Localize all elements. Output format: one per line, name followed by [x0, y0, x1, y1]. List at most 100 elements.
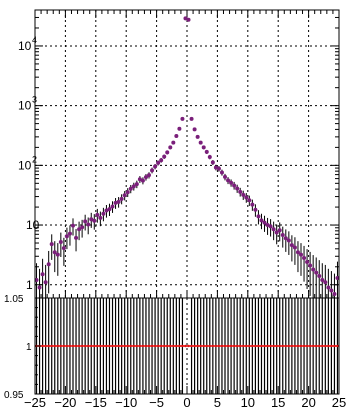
- data-point: [34, 278, 39, 283]
- ratio-point: [50, 344, 53, 348]
- data-point: [207, 154, 212, 159]
- data-point: [268, 224, 273, 229]
- ratio-point: [290, 344, 294, 348]
- ratio-point: [123, 344, 126, 348]
- data-point: [302, 256, 307, 261]
- ratio-point: [102, 344, 105, 348]
- ratio-plot-panel: 0.95 1 1.05 −25 −20 −15 −10 −5 0 5 10 15 20 25: [4, 294, 346, 410]
- data-point: [265, 223, 270, 228]
- ratio-y-tick-label: 1: [26, 342, 32, 353]
- data-point: [262, 220, 267, 225]
- data-point: [305, 260, 310, 265]
- data-point: [74, 235, 79, 240]
- ratio-point: [126, 344, 129, 348]
- ratio-point: [153, 344, 157, 348]
- data-point: [332, 292, 337, 297]
- data-point: [180, 116, 185, 121]
- data-point: [299, 252, 303, 257]
- data-point: [229, 180, 234, 185]
- data-point: [183, 16, 188, 21]
- ratio-point: [181, 344, 184, 348]
- data-point: [110, 204, 115, 209]
- ratio-point: [327, 344, 330, 348]
- ratio-point: [108, 344, 111, 348]
- ratio-point: [90, 344, 93, 348]
- ratio-point: [275, 344, 278, 348]
- ratio-point: [202, 344, 205, 348]
- ratio-point: [68, 344, 72, 348]
- ratio-point: [184, 344, 187, 348]
- data-point: [58, 240, 63, 245]
- ratio-point: [47, 344, 50, 348]
- data-point: [104, 208, 109, 213]
- ratio-point: [190, 344, 193, 348]
- ratio-point: [305, 344, 309, 348]
- ratio-point: [138, 344, 142, 348]
- data-point: [137, 177, 142, 182]
- ratio-point: [296, 344, 300, 348]
- data-point: [326, 285, 331, 290]
- data-point: [98, 215, 103, 220]
- main-y-tick-label: 10: [18, 99, 32, 113]
- ratio-point: [302, 344, 306, 348]
- ratio-point: [129, 344, 132, 348]
- data-point: [247, 198, 252, 203]
- ratio-point: [263, 344, 266, 348]
- data-point: [168, 145, 173, 150]
- data-point: [101, 211, 106, 216]
- data-point: [320, 278, 325, 283]
- data-point: [274, 230, 279, 235]
- data-point: [116, 199, 121, 204]
- data-point: [314, 270, 319, 275]
- ratio-point: [156, 344, 160, 348]
- data-point: [71, 223, 75, 228]
- ratio-point: [114, 344, 117, 348]
- ratio-point: [178, 344, 181, 348]
- ratio-point: [254, 344, 257, 348]
- ratio-point: [245, 344, 248, 348]
- x-tick-label: 20: [301, 395, 315, 410]
- ratio-point: [287, 344, 291, 348]
- ratio-point: [278, 344, 281, 348]
- data-point: [134, 182, 139, 187]
- ratio-point: [308, 344, 312, 348]
- ratio-point: [217, 344, 221, 348]
- ratio-point: [87, 344, 90, 348]
- ratio-point: [193, 344, 196, 348]
- data-point: [195, 134, 200, 139]
- data-point: [271, 227, 276, 232]
- data-point: [143, 175, 148, 180]
- ratio-point: [257, 344, 260, 348]
- data-point: [80, 225, 85, 230]
- data-point: [140, 178, 145, 183]
- data-point: [131, 184, 136, 189]
- data-point: [37, 285, 42, 290]
- ratio-point: [208, 344, 211, 348]
- data-point: [283, 236, 288, 241]
- ratio-point: [239, 344, 242, 348]
- data-point: [289, 243, 294, 248]
- data-point: [40, 272, 45, 277]
- data-point: [204, 149, 209, 154]
- data-point: [223, 174, 227, 179]
- ratio-point: [44, 344, 47, 348]
- data-point: [295, 250, 300, 255]
- ratio-point: [166, 344, 169, 348]
- ratio-point: [311, 344, 315, 348]
- data-point: [189, 116, 194, 121]
- ratio-point: [272, 344, 275, 348]
- ratio-point: [144, 344, 148, 348]
- ratio-point: [65, 344, 69, 348]
- main-y-tick-label: 10: [18, 39, 32, 53]
- ratio-point: [232, 344, 236, 348]
- data-point: [147, 173, 151, 178]
- data-point: [186, 17, 191, 22]
- data-point: [61, 246, 66, 251]
- data-point: [55, 252, 60, 257]
- ratio-point: [266, 344, 269, 348]
- ratio-point: [53, 344, 56, 348]
- data-point: [280, 233, 285, 238]
- x-tick-label: 15: [271, 395, 285, 410]
- main-y-tick-label: 10: [26, 218, 40, 232]
